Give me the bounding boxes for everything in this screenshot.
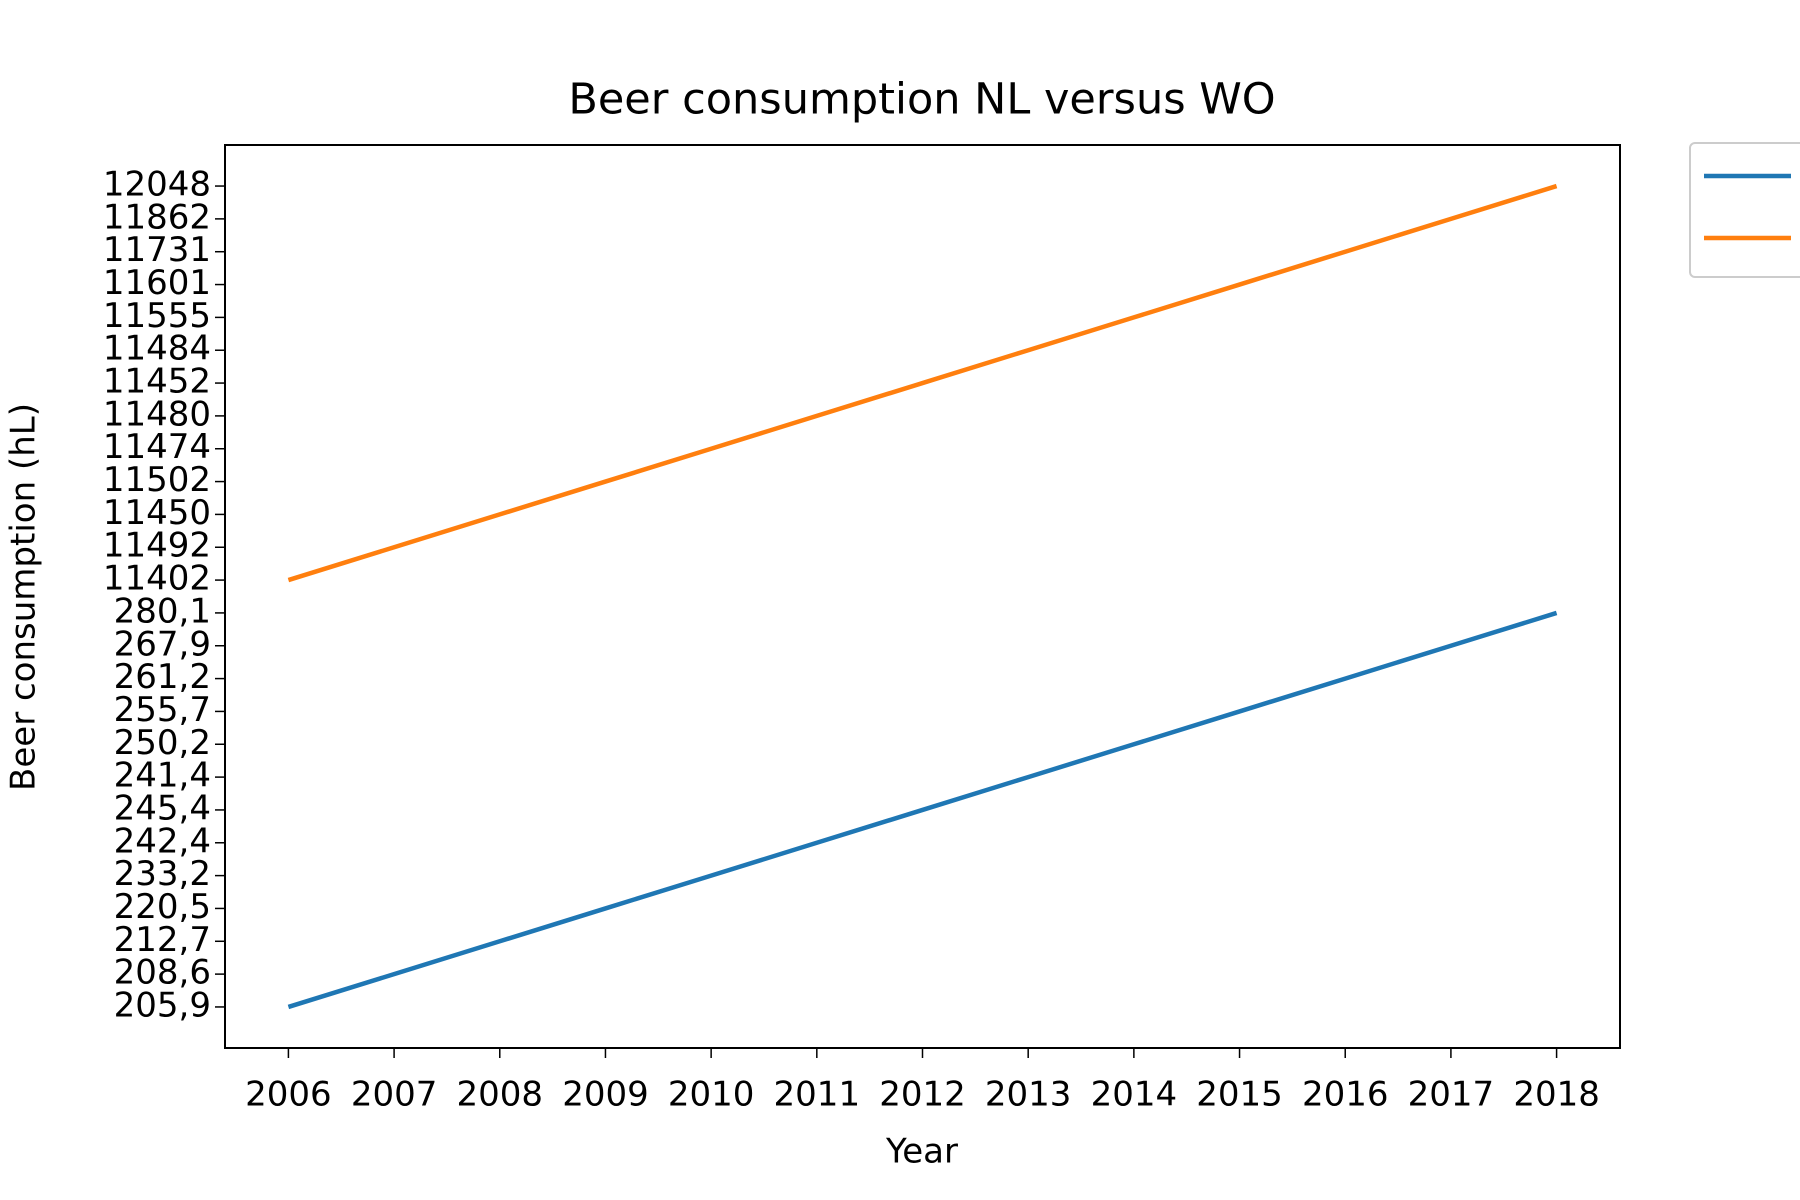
- x-axis-label: Year: [885, 1132, 958, 1172]
- y-tick-label: 11502: [103, 460, 211, 500]
- x-tick-label: 2010: [668, 1075, 755, 1115]
- y-tick-label: 261,2: [114, 657, 211, 697]
- x-tick-label: 2008: [457, 1075, 544, 1115]
- x-tick-label: 2016: [1302, 1075, 1389, 1115]
- series-line: [287, 183, 1558, 583]
- y-tick-label: 208,6: [114, 953, 211, 993]
- y-tick-label: 212,7: [114, 920, 211, 960]
- y-tick-label: 11484: [103, 329, 211, 369]
- x-tick-label: 2006: [245, 1075, 332, 1115]
- x-tick-label: 2013: [985, 1075, 1072, 1115]
- x-tick-label: 2007: [351, 1075, 438, 1115]
- chart-title: Beer consumption NL versus WO: [568, 75, 1275, 125]
- y-tick-label: 250,2: [114, 723, 211, 763]
- y-axis-label: Beer consumption (hL): [4, 403, 44, 791]
- x-tick-label: 2009: [562, 1075, 649, 1115]
- x-tick-label: 2011: [774, 1075, 861, 1115]
- y-tick-label: 11601: [103, 263, 211, 303]
- y-tick-label: 255,7: [114, 690, 211, 730]
- y-tick-label: 245,4: [114, 788, 211, 828]
- y-tick-label: 280,1: [114, 591, 211, 631]
- y-tick-label: 11492: [103, 526, 211, 566]
- y-tick-label: 12048: [103, 165, 211, 205]
- series-line: [287, 610, 1558, 1010]
- y-tick-label: 11555: [103, 296, 211, 336]
- y-tick-label: 11731: [103, 230, 211, 270]
- y-tick-label: 267,9: [114, 624, 211, 664]
- y-tick-label: 205,9: [114, 985, 211, 1025]
- y-tick-label: 242,4: [114, 821, 211, 861]
- x-tick-label: 2014: [1091, 1075, 1178, 1115]
- x-tick-label: 2017: [1408, 1075, 1495, 1115]
- y-tick-label: 241,4: [114, 756, 211, 796]
- y-tick-label: 233,2: [114, 854, 211, 894]
- y-tick-label: 11452: [103, 362, 211, 402]
- y-tick-label: 220,5: [114, 887, 211, 927]
- y-tick-label: 11862: [103, 197, 211, 237]
- y-tick-label: 11402: [103, 559, 211, 599]
- x-tick-label: 2015: [1196, 1075, 1283, 1115]
- y-tick-label: 11480: [103, 394, 211, 434]
- x-tick-label: 2018: [1513, 1075, 1600, 1115]
- x-tick-label: 2012: [879, 1075, 966, 1115]
- y-tick-label: 11450: [103, 493, 211, 533]
- plot-frame: [224, 144, 1621, 1049]
- legend-box: [1689, 142, 1800, 278]
- y-tick-label: 11474: [103, 427, 211, 467]
